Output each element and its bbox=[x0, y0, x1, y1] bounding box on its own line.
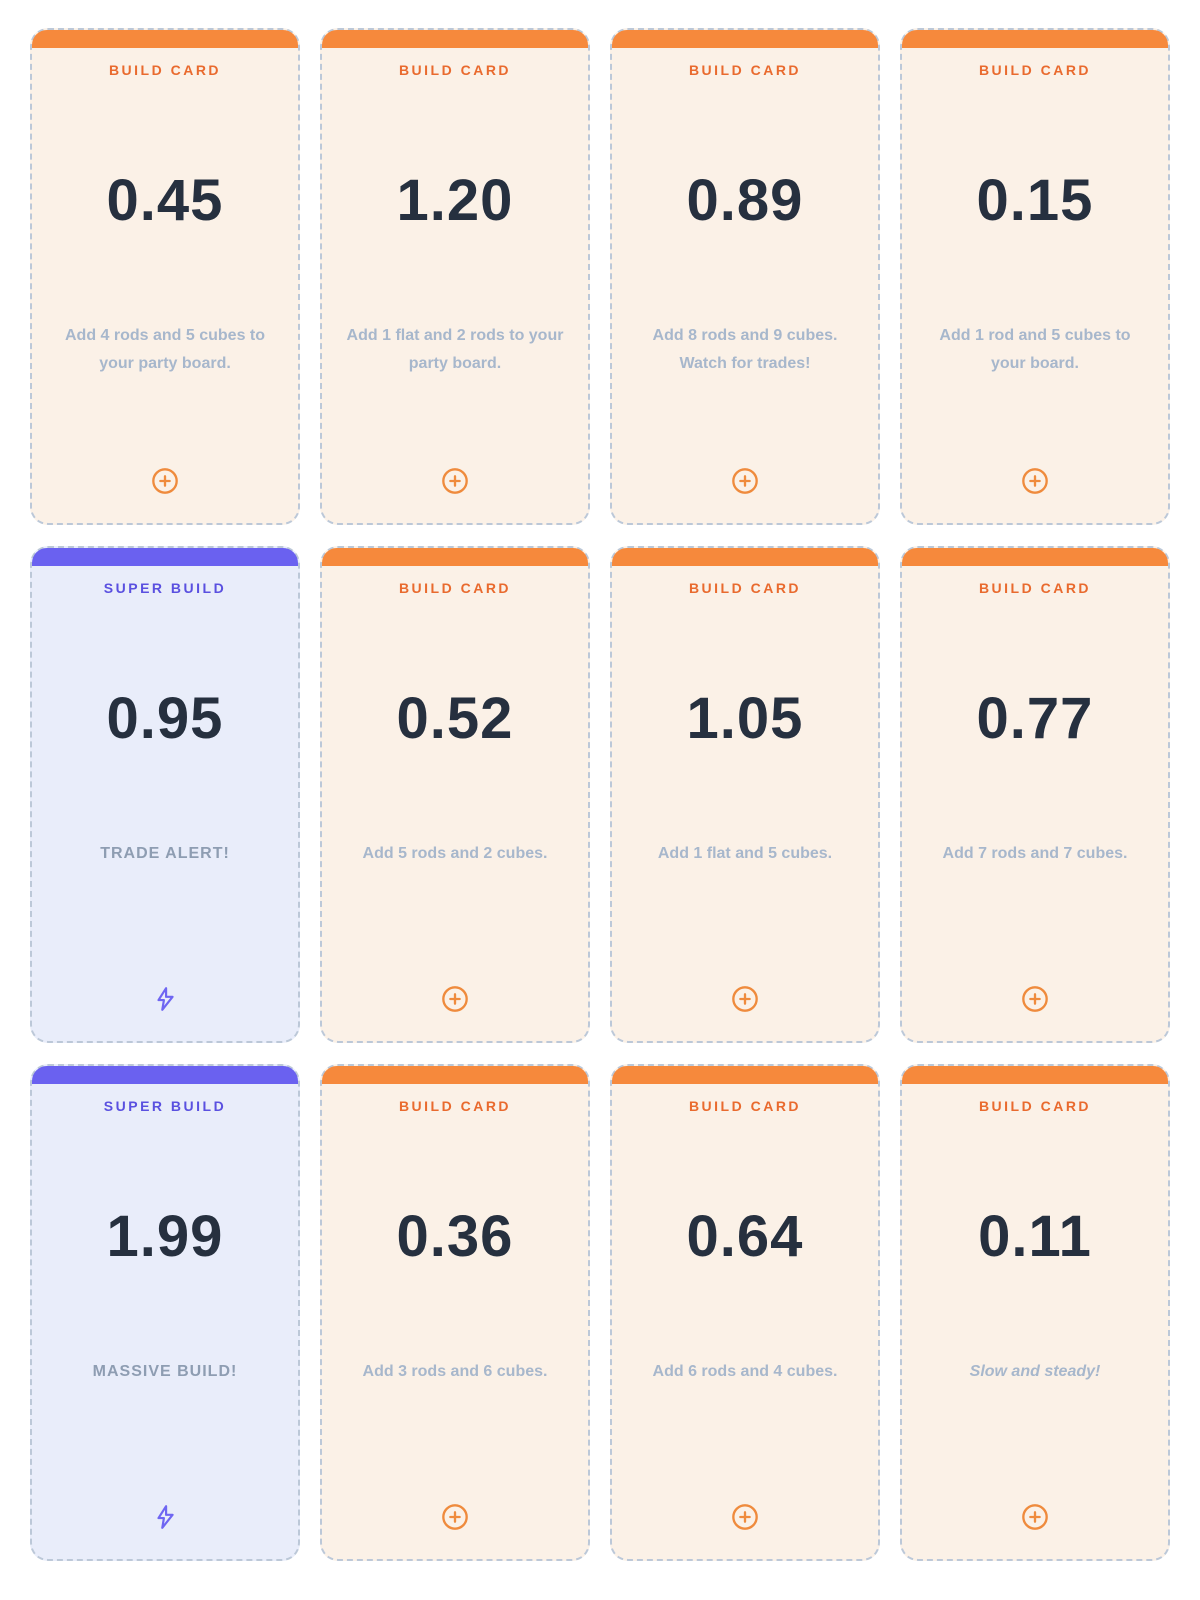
super-build-card[interactable]: SUPER BUILD 1.99 MASSIVE BUILD! bbox=[30, 1064, 300, 1561]
card-type-label: BUILD CARD bbox=[108, 62, 222, 78]
card-type-label: SUPER BUILD bbox=[103, 580, 227, 596]
card-color-bar bbox=[322, 548, 588, 566]
build-card[interactable]: BUILD CARD 0.36 Add 3 rods and 6 cubes. bbox=[320, 1064, 590, 1561]
card-color-bar bbox=[902, 548, 1168, 566]
card-value: 1.20 bbox=[396, 168, 514, 233]
card-type-label: BUILD CARD bbox=[688, 62, 802, 78]
plus-circle-icon[interactable] bbox=[441, 1503, 469, 1531]
card-description: Add 7 rods and 7 cubes. bbox=[942, 845, 1128, 862]
build-card[interactable]: BUILD CARD 0.15 Add 1 rod and 5 cubes to… bbox=[900, 28, 1170, 525]
card-value: 0.15 bbox=[976, 168, 1094, 233]
card-type-label: BUILD CARD bbox=[978, 1098, 1092, 1114]
card-value: 0.36 bbox=[396, 1204, 514, 1269]
card-value: 1.05 bbox=[686, 686, 804, 751]
card-grid: BUILD CARD 0.45 Add 4 rods and 5 cubes t… bbox=[30, 28, 1170, 1561]
card-description: Slow and steady! bbox=[969, 1363, 1101, 1380]
card-color-bar bbox=[32, 1066, 298, 1084]
card-description: Add 1 rod and 5 cubes to your board. bbox=[939, 327, 1131, 372]
plus-circle-icon[interactable] bbox=[441, 467, 469, 495]
card-description: Add 3 rods and 6 cubes. bbox=[362, 1363, 548, 1380]
plus-circle-icon[interactable] bbox=[731, 467, 759, 495]
build-card[interactable]: BUILD CARD 0.64 Add 6 rods and 4 cubes. bbox=[610, 1064, 880, 1561]
card-type-label: BUILD CARD bbox=[688, 1098, 802, 1114]
card-description: Add 6 rods and 4 cubes. bbox=[652, 1363, 838, 1380]
card-description: MASSIVE BUILD! bbox=[92, 1363, 238, 1380]
plus-circle-icon[interactable] bbox=[1021, 985, 1049, 1013]
card-value: 0.95 bbox=[106, 686, 224, 751]
card-color-bar bbox=[612, 30, 878, 48]
build-card[interactable]: BUILD CARD 1.20 Add 1 flat and 2 rods to… bbox=[320, 28, 590, 525]
card-value: 0.77 bbox=[976, 686, 1094, 751]
card-description: Add 8 rods and 9 cubes. Watch for trades… bbox=[652, 327, 838, 372]
card-type-label: BUILD CARD bbox=[978, 580, 1092, 596]
lightning-icon[interactable] bbox=[151, 985, 179, 1013]
card-color-bar bbox=[902, 30, 1168, 48]
card-color-bar bbox=[32, 30, 298, 48]
card-value: 0.45 bbox=[106, 168, 224, 233]
card-description: Add 1 flat and 5 cubes. bbox=[657, 845, 833, 862]
lightning-icon[interactable] bbox=[151, 1503, 179, 1531]
plus-circle-icon[interactable] bbox=[731, 1503, 759, 1531]
build-card[interactable]: BUILD CARD 0.11 Slow and steady! bbox=[900, 1064, 1170, 1561]
card-value: 0.11 bbox=[978, 1204, 1092, 1269]
card-color-bar bbox=[612, 1066, 878, 1084]
plus-circle-icon[interactable] bbox=[1021, 1503, 1049, 1531]
card-value: 0.89 bbox=[686, 168, 804, 233]
card-type-label: BUILD CARD bbox=[978, 62, 1092, 78]
card-description: Add 1 flat and 2 rods to your party boar… bbox=[346, 327, 564, 372]
card-type-label: BUILD CARD bbox=[398, 1098, 512, 1114]
plus-circle-icon[interactable] bbox=[1021, 467, 1049, 495]
card-description: Add 5 rods and 2 cubes. bbox=[362, 845, 548, 862]
card-value: 0.64 bbox=[686, 1204, 804, 1269]
plus-circle-icon[interactable] bbox=[731, 985, 759, 1013]
card-description: Add 4 rods and 5 cubes to your party boa… bbox=[64, 327, 266, 372]
super-build-card[interactable]: SUPER BUILD 0.95 TRADE ALERT! bbox=[30, 546, 300, 1043]
card-type-label: SUPER BUILD bbox=[103, 1098, 227, 1114]
card-description: TRADE ALERT! bbox=[100, 845, 230, 862]
card-type-label: BUILD CARD bbox=[398, 62, 512, 78]
card-color-bar bbox=[322, 1066, 588, 1084]
build-card[interactable]: BUILD CARD 0.52 Add 5 rods and 2 cubes. bbox=[320, 546, 590, 1043]
card-color-bar bbox=[322, 30, 588, 48]
card-type-label: BUILD CARD bbox=[688, 580, 802, 596]
build-card[interactable]: BUILD CARD 0.77 Add 7 rods and 7 cubes. bbox=[900, 546, 1170, 1043]
plus-circle-icon[interactable] bbox=[151, 467, 179, 495]
card-value: 1.99 bbox=[106, 1204, 224, 1269]
build-card[interactable]: BUILD CARD 0.89 Add 8 rods and 9 cubes. … bbox=[610, 28, 880, 525]
plus-circle-icon[interactable] bbox=[441, 985, 469, 1013]
card-color-bar bbox=[612, 548, 878, 566]
build-card[interactable]: BUILD CARD 0.45 Add 4 rods and 5 cubes t… bbox=[30, 28, 300, 525]
card-value: 0.52 bbox=[396, 686, 514, 751]
card-type-label: BUILD CARD bbox=[398, 580, 512, 596]
card-color-bar bbox=[902, 1066, 1168, 1084]
card-color-bar bbox=[32, 548, 298, 566]
build-card[interactable]: BUILD CARD 1.05 Add 1 flat and 5 cubes. bbox=[610, 546, 880, 1043]
